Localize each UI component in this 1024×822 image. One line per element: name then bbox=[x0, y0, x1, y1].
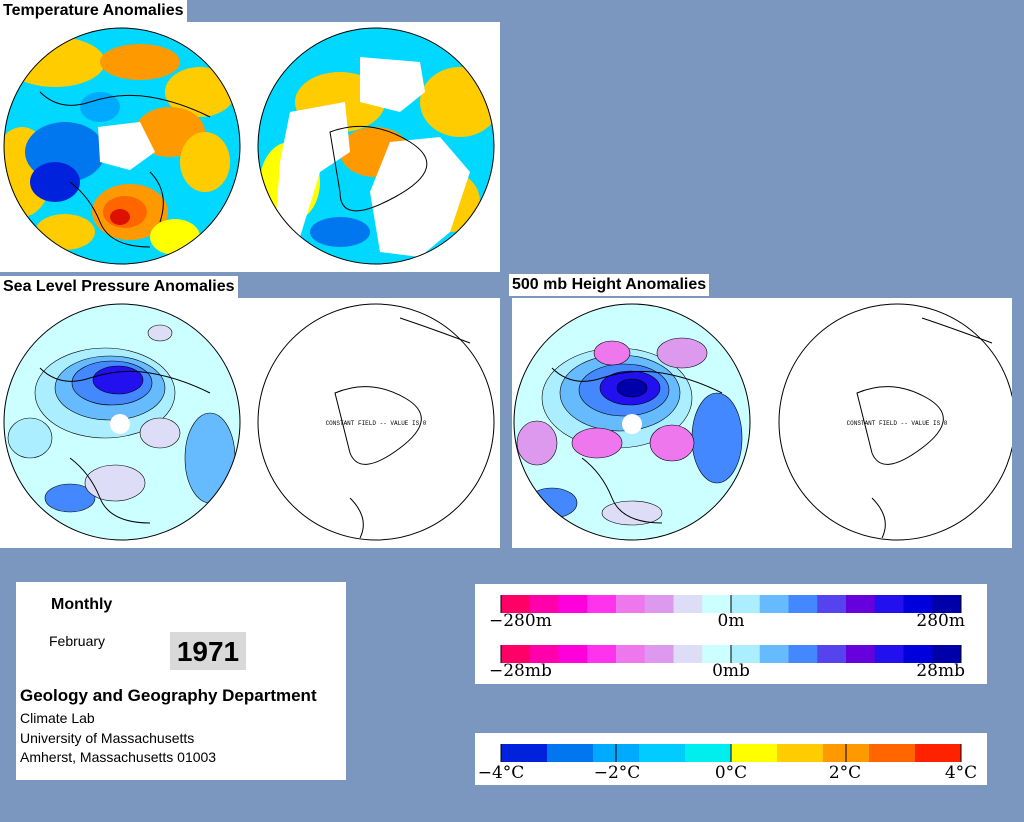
pressure-color-bar bbox=[500, 645, 962, 663]
height-500mb-maps-panel: CONSTANT FIELD -- VALUE IS 0 bbox=[512, 298, 1012, 548]
pressure-color-swatch bbox=[932, 645, 962, 663]
height-color-swatch bbox=[817, 595, 847, 613]
temperature-label-2: 2°C bbox=[829, 763, 861, 783]
height-color-swatch bbox=[616, 595, 646, 613]
temperature-label-minus4: −4°C bbox=[478, 763, 525, 783]
slp-north-hemisphere-map: CONSTANT FIELD -- VALUE IS 0 bbox=[3, 303, 495, 541]
department-name: Geology and Geography Department bbox=[20, 686, 317, 705]
pressure-mid-label: 0mb bbox=[712, 661, 750, 681]
temperature-color-swatch bbox=[685, 744, 732, 762]
height-color-swatch bbox=[874, 595, 904, 613]
pressure-color-swatch bbox=[846, 645, 876, 663]
height-color-swatch bbox=[903, 595, 933, 613]
pressure-color-swatch bbox=[529, 645, 559, 663]
height-color-swatch bbox=[529, 595, 559, 613]
height-500mb-south-hemisphere-map bbox=[778, 303, 1012, 541]
address-text: Amherst, Massachusetts 01003 bbox=[20, 749, 217, 765]
pressure-color-swatch bbox=[558, 645, 588, 663]
pressure-color-swatch bbox=[587, 645, 617, 663]
pressure-color-swatch bbox=[644, 645, 674, 663]
height-pressure-legend: −280m 0m 280m −28mb 0mb 28mb bbox=[475, 584, 987, 684]
temperature-legend: −4°C −2°C 0°C 2°C 4°C bbox=[475, 733, 987, 785]
height-color-swatch bbox=[501, 595, 531, 613]
height-color-swatch bbox=[731, 595, 761, 613]
temperature-color-swatch bbox=[869, 744, 916, 762]
height-mid-label: 0m bbox=[718, 611, 745, 631]
temperature-north-hemisphere-map bbox=[3, 27, 495, 265]
temperature-color-swatch bbox=[501, 744, 548, 762]
temperature-color-bar bbox=[500, 744, 962, 762]
height-color-swatch bbox=[673, 595, 703, 613]
height-color-swatch bbox=[759, 595, 789, 613]
pressure-color-swatch bbox=[759, 645, 789, 663]
slp-south-hemisphere-map bbox=[257, 303, 495, 541]
pressure-color-swatch bbox=[616, 645, 646, 663]
pressure-min-label: −28mb bbox=[489, 661, 552, 681]
university-name: University of Massachusetts bbox=[20, 730, 195, 746]
height-500mb-anomalies-title: 500 mb Height Anomalies bbox=[509, 274, 710, 296]
year-label: 1971 bbox=[170, 632, 246, 670]
temperature-label-4: 4°C bbox=[945, 763, 977, 783]
pressure-max-label: 28mb bbox=[916, 661, 965, 681]
pressure-color-swatch bbox=[788, 645, 818, 663]
height-500mb-north-hemisphere-map: CONSTANT FIELD -- VALUE IS 0 bbox=[513, 303, 1012, 541]
lab-name: Climate Lab bbox=[20, 710, 95, 726]
pressure-color-swatch bbox=[501, 645, 531, 663]
pressure-color-swatch bbox=[731, 645, 761, 663]
pressure-color-swatch bbox=[903, 645, 933, 663]
temperature-color-swatch bbox=[777, 744, 824, 762]
height-color-swatch bbox=[788, 595, 818, 613]
pressure-color-swatch bbox=[874, 645, 904, 663]
height-max-label: 280m bbox=[916, 611, 965, 631]
temperature-color-swatch bbox=[639, 744, 686, 762]
temperature-color-swatch bbox=[731, 744, 778, 762]
temperature-color-swatch bbox=[915, 744, 962, 762]
slp-anomalies-title: Sea Level Pressure Anomalies bbox=[0, 276, 238, 298]
height-color-swatch bbox=[644, 595, 674, 613]
slp-constant-field-note: CONSTANT FIELD -- VALUE IS 0 bbox=[326, 420, 427, 427]
temperature-color-swatch bbox=[547, 744, 594, 762]
height-500mb-constant-field-note: CONSTANT FIELD -- VALUE IS 0 bbox=[847, 420, 948, 427]
height-color-swatch bbox=[587, 595, 617, 613]
height-color-swatch bbox=[846, 595, 876, 613]
height-color-swatch bbox=[558, 595, 588, 613]
height-color-swatch bbox=[702, 595, 732, 613]
period-label: Monthly bbox=[51, 596, 113, 613]
height-color-swatch bbox=[932, 595, 962, 613]
temperature-label-0: 0°C bbox=[715, 763, 747, 783]
month-label: February bbox=[49, 633, 106, 649]
height-color-bar bbox=[500, 595, 962, 613]
pressure-color-swatch bbox=[673, 645, 703, 663]
pressure-color-swatch bbox=[817, 645, 847, 663]
info-box: Monthly February 1971 Geology and Geogra… bbox=[16, 582, 346, 780]
temperature-label-minus2: −2°C bbox=[594, 763, 641, 783]
temperature-maps-panel bbox=[0, 22, 500, 272]
pressure-color-swatch bbox=[702, 645, 732, 663]
slp-maps-panel: CONSTANT FIELD -- VALUE IS 0 bbox=[0, 298, 500, 548]
temperature-anomalies-title: Temperature Anomalies bbox=[0, 0, 187, 22]
height-min-label: −280m bbox=[489, 611, 552, 631]
